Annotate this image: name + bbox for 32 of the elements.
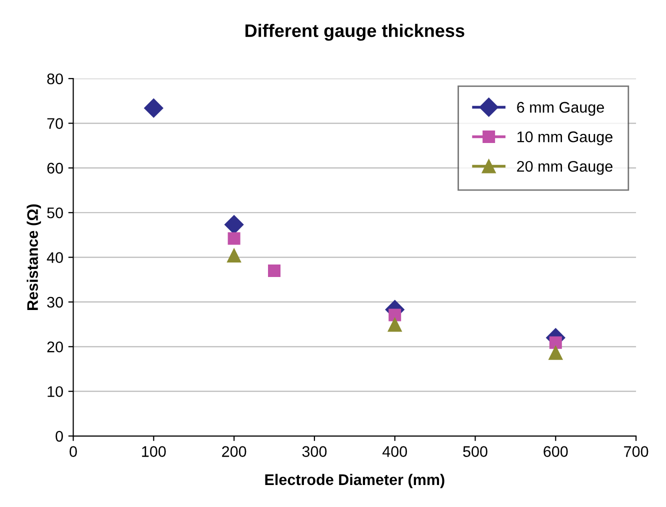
y-tick-label: 60 <box>47 162 63 174</box>
point <box>227 248 241 262</box>
x-tick-label: 200 <box>222 446 246 457</box>
point <box>224 215 244 234</box>
point <box>548 346 563 360</box>
legend-label: 20 mm Gauge <box>517 160 612 175</box>
y-tick-label: 50 <box>47 207 63 218</box>
x-tick-label: 0 <box>70 446 77 457</box>
point <box>549 336 562 349</box>
x-tick-label: 100 <box>142 446 166 457</box>
y-tick-label: 80 <box>47 73 63 84</box>
point <box>268 264 280 277</box>
y-tick-label: 10 <box>48 386 63 398</box>
point <box>144 98 164 118</box>
point <box>388 308 402 322</box>
y-axis-title: Resistance (Ω) <box>26 204 41 310</box>
x-tick-label: 400 <box>382 446 407 457</box>
y-tick-label: 40 <box>46 252 63 263</box>
y-tick-label: 30 <box>47 296 63 308</box>
x-axis-title: Electrode Diameter (mm) <box>265 474 444 488</box>
chart-title: Different gauge thickness <box>245 24 464 41</box>
legend-label: 6 mm Gauge <box>517 102 604 116</box>
y-tick-label: 70 <box>47 118 63 129</box>
point <box>228 232 240 245</box>
point <box>388 318 402 332</box>
y-tick-label: 0 <box>56 430 63 442</box>
legend-label: 10 mm Gauge <box>517 131 612 146</box>
x-tick-label: 600 <box>544 446 568 457</box>
x-tick-label: 300 <box>302 446 327 457</box>
x-tick-label: 500 <box>463 446 488 457</box>
y-tick-label: 20 <box>47 342 63 352</box>
x-tick-label: 700 <box>624 446 648 457</box>
